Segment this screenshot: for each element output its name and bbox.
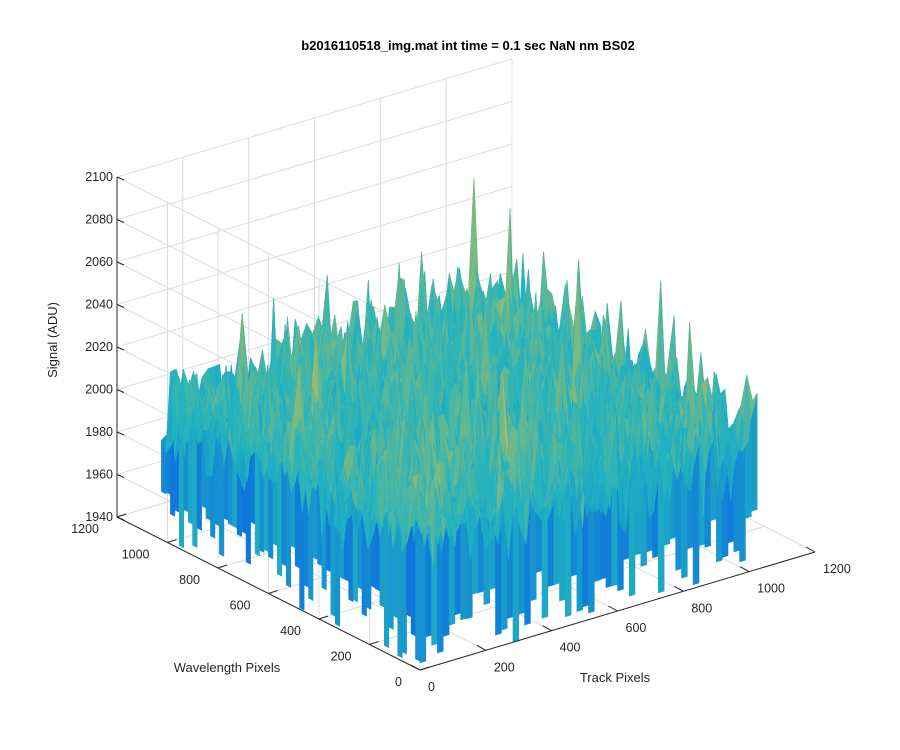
chart-title: b2016110518_img.mat int time = 0.1 sec N… <box>301 38 634 53</box>
y-tick-label: 1200 <box>71 522 99 536</box>
y-tick-label: 600 <box>230 599 251 613</box>
z-tick-label: 1940 <box>85 510 113 524</box>
z-tick-label: 2020 <box>85 340 113 354</box>
x-tick-label: 200 <box>494 660 515 674</box>
y-tick-label: 200 <box>331 650 352 664</box>
grid-line <box>116 143 513 263</box>
y-tick-label: 400 <box>280 624 301 638</box>
z-tick-label: 2040 <box>85 298 113 312</box>
z-tick <box>116 219 125 223</box>
z-tick-label: 2060 <box>85 255 113 269</box>
x-tick <box>805 546 816 553</box>
surface-skirt <box>611 485 618 587</box>
surface-cell <box>746 374 758 418</box>
axes: 1940196019802000202020402060208021000200… <box>71 170 851 694</box>
y-tick <box>318 615 329 620</box>
z-tick <box>116 304 125 308</box>
x-tick <box>476 644 487 651</box>
surface-skirt <box>401 542 407 655</box>
x-tick-label: 800 <box>691 601 712 615</box>
z-tick <box>116 516 125 521</box>
grid-line <box>116 186 513 305</box>
x-tick-label: 1000 <box>757 582 785 596</box>
z-tick-label: 2100 <box>85 170 113 184</box>
surface-skirt <box>599 507 607 580</box>
x-tick-label: 1200 <box>823 562 851 576</box>
x-tick <box>608 605 618 612</box>
z-tick <box>116 346 125 351</box>
y-tick-label: 0 <box>395 675 402 689</box>
y-tick <box>268 590 278 594</box>
z-tick <box>116 176 125 181</box>
x-tick-label: 600 <box>626 621 647 635</box>
z-tick <box>116 431 125 436</box>
z-tick <box>116 389 125 393</box>
y-tick <box>369 641 379 645</box>
y-tick <box>167 539 177 543</box>
x-tick <box>542 625 552 632</box>
surface-skirt <box>593 506 601 582</box>
x-axis-label: Track Pixels <box>580 670 651 685</box>
x-tick <box>739 566 750 573</box>
x-tick-label: 0 <box>428 680 435 694</box>
grid-line <box>116 101 513 220</box>
y-tick-label: 800 <box>179 573 200 587</box>
z-tick-label: 1960 <box>85 468 113 482</box>
y-tick <box>116 513 127 518</box>
y-tick <box>419 666 430 671</box>
y-tick-label: 1000 <box>122 548 150 562</box>
grid-line <box>116 58 513 178</box>
x-tick-label: 400 <box>560 641 581 655</box>
surface-skirt <box>739 433 746 563</box>
z-tick-label: 2000 <box>85 383 113 397</box>
z-tick-label: 2080 <box>85 213 113 227</box>
z-tick <box>116 261 125 266</box>
z-tick-label: 1980 <box>85 425 113 439</box>
x-tick <box>410 664 421 671</box>
surface-plot <box>161 178 758 664</box>
x-tick <box>674 585 684 592</box>
grid-line <box>116 228 513 348</box>
surface-skirt <box>187 427 193 525</box>
z-tick <box>116 474 125 478</box>
z-axis-label: Signal (ADU) <box>45 302 60 378</box>
y-axis-label: Wavelength Pixels <box>174 660 281 675</box>
surface-skirt <box>192 426 198 548</box>
y-tick <box>217 564 228 569</box>
